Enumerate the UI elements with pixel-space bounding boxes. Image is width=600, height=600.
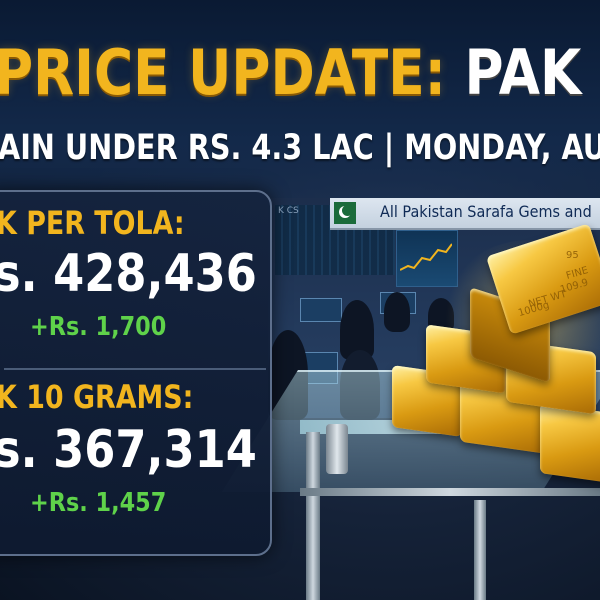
- trader-silhouette: [340, 350, 380, 420]
- grams-price: s. 367,314: [0, 420, 257, 480]
- tola-label: K PER TOLA:: [0, 204, 185, 242]
- header-band: [0, 0, 600, 200]
- tola-change: +Rs. 1,700: [30, 312, 167, 342]
- chart-line-icon: [400, 243, 452, 271]
- sarafa-sign-text: All Pakistan Sarafa Gems and: [380, 202, 592, 221]
- board-text: K CS: [278, 206, 299, 216]
- chart-monitor: [396, 230, 458, 287]
- gold-bar: [540, 403, 600, 483]
- price-panel: [0, 190, 272, 556]
- pakistan-flag-icon: [334, 202, 356, 224]
- table-knob: [326, 424, 348, 474]
- monitor-icon: [300, 298, 342, 322]
- gold-bar-stamp: 95: [566, 250, 579, 261]
- sarafa-sign: [330, 198, 600, 230]
- table-leg: [306, 432, 320, 600]
- subheadline: AIN UNDER RS. 4.3 LAC | MONDAY, AUGU: [0, 128, 600, 168]
- panel-divider: [4, 368, 266, 370]
- headline-white-text: PAK: [464, 36, 582, 109]
- table-leg: [474, 500, 486, 600]
- headline-gold-text: PRICE UPDATE:: [0, 36, 465, 109]
- tola-price: s. 428,436: [0, 244, 257, 304]
- trader-silhouette: [384, 292, 410, 332]
- table-rail: [300, 488, 600, 496]
- headline: PRICE UPDATE: PAK: [0, 36, 581, 109]
- trader-silhouette: [268, 330, 308, 420]
- grams-change: +Rs. 1,457: [30, 488, 167, 518]
- grams-label: K 10 GRAMS:: [0, 378, 194, 416]
